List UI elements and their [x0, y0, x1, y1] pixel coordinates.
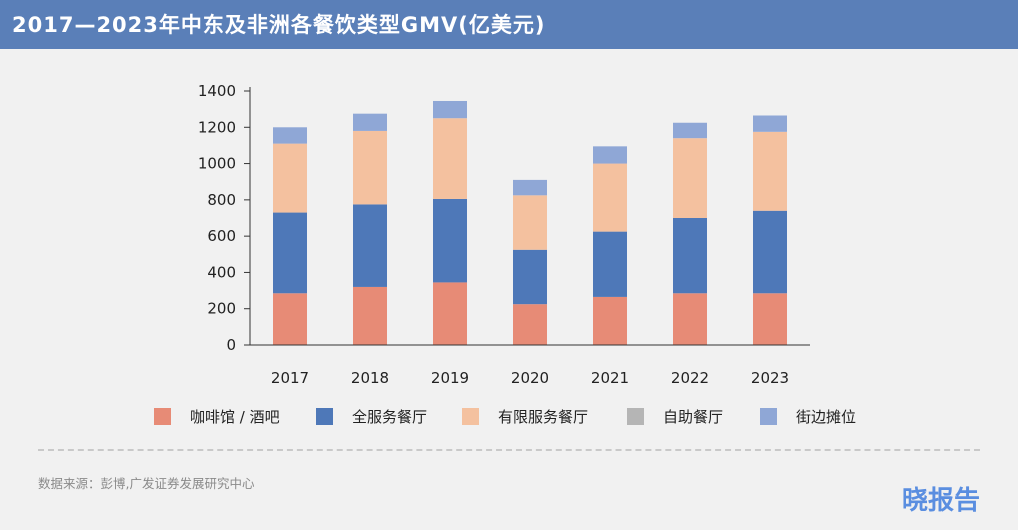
x-axis: 2017 2018 2019 2020 2021 2022 2023	[250, 344, 810, 387]
x-tick-label: 2017	[271, 369, 309, 387]
x-tick-label: 2022	[671, 369, 709, 387]
bar-segment	[433, 198, 467, 283]
y-tick-label: 0	[226, 336, 236, 354]
bar-segment	[353, 286, 387, 345]
bar-segment	[353, 113, 387, 131]
legend-item: 咖啡馆 / 酒吧	[154, 408, 280, 426]
bar-segment	[433, 118, 467, 199]
legend-swatch	[760, 408, 777, 425]
bar-segment	[513, 195, 547, 250]
legend-swatch	[627, 408, 644, 425]
bar-segment	[753, 210, 787, 294]
bar-segment	[753, 131, 787, 211]
bar-segment	[273, 127, 307, 144]
bar-segment	[673, 138, 707, 218]
bar-segment	[593, 296, 627, 345]
chart-area: 0 200 400 600 800 1000 1200 1400 2017 2018 2019 20…	[0, 49, 1018, 449]
y-axis: 0 200 400 600 800 1000 1200 1400	[198, 82, 251, 354]
bar-segment	[593, 163, 627, 232]
y-tick-label: 1000	[198, 155, 236, 173]
legend-item: 街边摊位	[760, 408, 856, 426]
bar-segment	[753, 293, 787, 345]
footer-divider	[38, 449, 980, 451]
bar-segment	[673, 218, 707, 294]
chart-title: 2017—2023年中东及非洲各餐饮类型GMV(亿美元)	[12, 13, 546, 37]
x-tick-label: 2023	[751, 369, 789, 387]
y-tick-label: 200	[207, 300, 236, 318]
brand-logo: 晓报告	[901, 486, 980, 516]
y-tick-label: 1200	[198, 118, 236, 136]
legend-item: 有限服务餐厅	[462, 408, 588, 426]
x-tick-label: 2019	[431, 369, 469, 387]
data-source: 数据来源：彭博,广发证券发展研究中心	[38, 476, 255, 491]
y-tick-label: 600	[207, 227, 236, 245]
y-tick-label: 800	[207, 191, 236, 209]
x-tick-label: 2018	[351, 369, 389, 387]
bar-segment	[673, 122, 707, 139]
bar-segment	[273, 212, 307, 294]
bar-segment	[353, 204, 387, 287]
bar-segment	[513, 304, 547, 345]
legend-swatch	[316, 408, 333, 425]
legend-label: 有限服务餐厅	[498, 408, 588, 426]
y-tick-label: 1400	[198, 82, 236, 100]
bar-segment	[433, 282, 467, 345]
legend-label: 自助餐厅	[663, 408, 723, 426]
bar-segment	[673, 293, 707, 345]
bar-segment	[593, 231, 627, 297]
legend-swatch	[154, 408, 171, 425]
bars	[273, 100, 787, 345]
legend-swatch	[462, 408, 479, 425]
legend: 咖啡馆 / 酒吧 全服务餐厅 有限服务餐厅 自助餐厅 街边摊位	[154, 408, 856, 426]
bar-segment	[753, 115, 787, 132]
bar-segment	[513, 249, 547, 305]
bar-segment	[433, 100, 467, 119]
bar-segment	[273, 143, 307, 213]
legend-label: 街边摊位	[796, 408, 856, 426]
x-tick-label: 2021	[591, 369, 629, 387]
bar-segment	[353, 130, 387, 205]
x-tick-label: 2020	[511, 369, 549, 387]
legend-label: 全服务餐厅	[352, 408, 427, 426]
y-tick-label: 400	[207, 263, 236, 281]
title-bar: 2017—2023年中东及非洲各餐饮类型GMV(亿美元)	[0, 0, 1018, 49]
legend-item: 自助餐厅	[627, 408, 723, 426]
legend-label: 咖啡馆 / 酒吧	[190, 408, 280, 426]
bar-segment	[593, 146, 627, 164]
legend-item: 全服务餐厅	[316, 408, 427, 426]
bar-segment	[273, 293, 307, 345]
bar-segment	[513, 179, 547, 196]
